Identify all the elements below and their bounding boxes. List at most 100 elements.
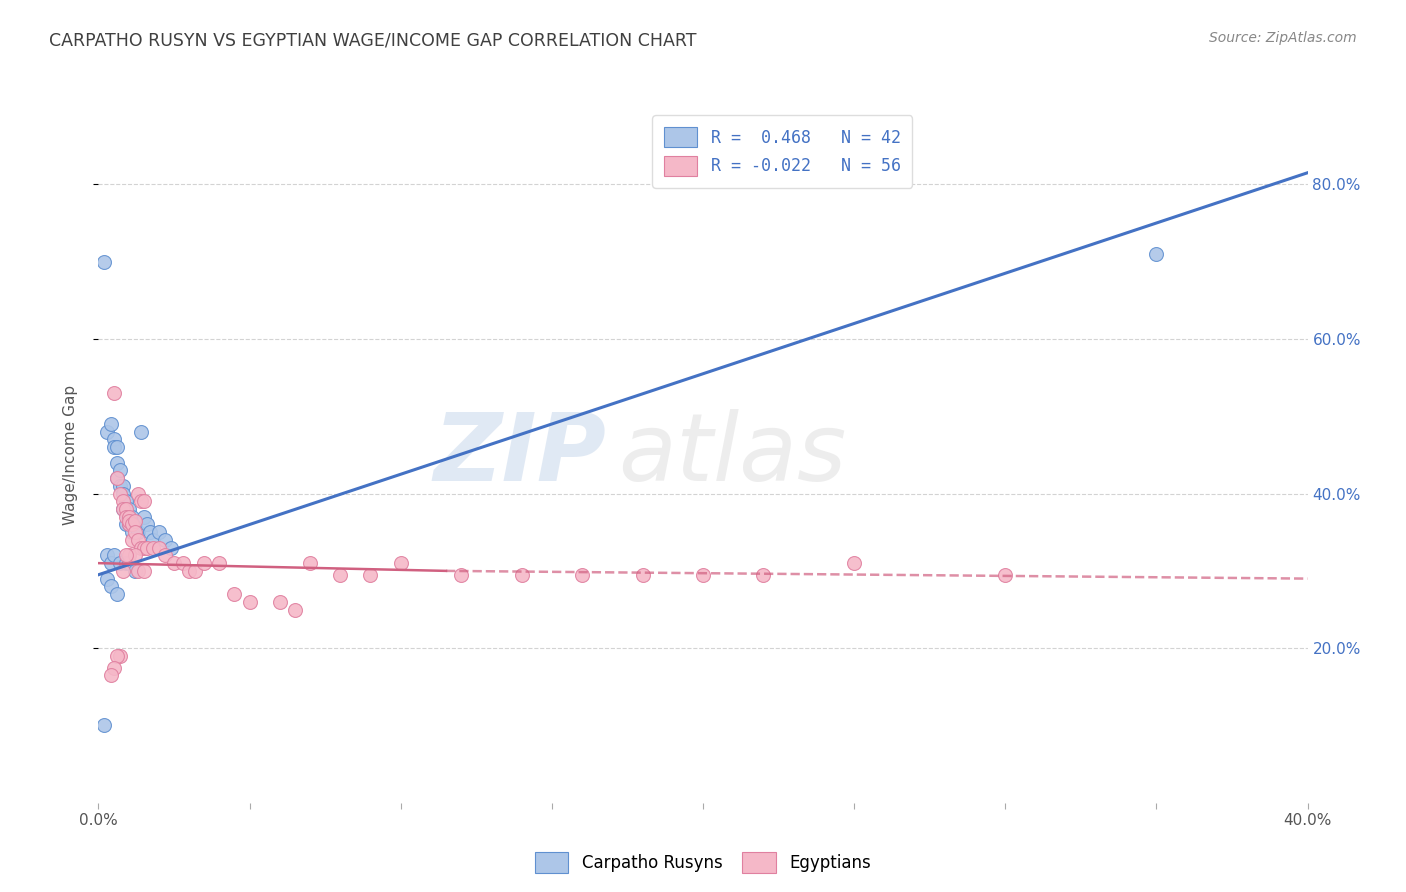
Point [105,456,128,470]
Point [239,595,262,609]
Point [184,564,207,578]
Text: Source: ZipAtlas.com: Source: ZipAtlas.com [1209,31,1357,45]
Point [114,556,136,570]
Point [114,494,136,508]
Point [124,525,146,540]
Point [135,517,157,532]
Point [124,514,146,528]
Legend: R =  0.468   N = 42, R = -0.022   N = 56: R = 0.468 N = 42, R = -0.022 N = 56 [652,115,912,187]
Point [114,509,136,524]
Point [121,525,143,540]
Point [172,556,194,570]
Point [179,564,201,578]
Point [631,567,654,582]
Point [93,254,115,268]
Point [114,506,136,520]
Point [118,556,141,570]
Point [124,549,146,563]
Point [96,549,118,563]
Point [284,602,307,616]
Point [114,517,136,532]
Point [118,517,141,532]
Point [160,541,183,555]
Legend: Carpatho Rusyns, Egyptians: Carpatho Rusyns, Egyptians [529,846,877,880]
Point [93,718,115,732]
Point [108,556,131,570]
Point [96,425,118,439]
Point [105,471,128,485]
Point [108,648,131,663]
Point [108,463,131,477]
Point [139,525,162,540]
Point [105,440,128,454]
Point [510,567,533,582]
Point [142,533,165,547]
Point [111,564,134,578]
Point [148,541,170,555]
Point [100,579,122,593]
Point [118,517,141,532]
Point [111,502,134,516]
Point [129,425,152,439]
Point [100,668,122,682]
Point [224,587,246,601]
Point [127,564,149,578]
Point [114,502,136,516]
Point [132,509,155,524]
Point [103,440,125,454]
Point [994,567,1017,582]
Point [329,567,352,582]
Point [193,556,215,570]
Point [121,533,143,547]
Point [360,567,382,582]
Point [135,541,157,555]
Point [127,486,149,500]
Point [269,595,291,609]
Point [752,567,775,582]
Point [118,549,141,563]
Point [103,549,125,563]
Point [571,567,593,582]
Point [100,417,122,431]
Point [118,502,141,516]
Point [844,556,866,570]
Point [148,525,170,540]
Point [111,502,134,516]
Point [124,564,146,578]
Point [1144,247,1167,261]
Point [96,572,118,586]
Point [121,517,143,532]
Point [129,541,152,555]
Point [111,479,134,493]
Point [142,541,165,555]
Point [132,541,155,555]
Point [103,386,125,401]
Point [208,556,231,570]
Point [103,660,125,674]
Point [105,587,128,601]
Text: CARPATHO RUSYN VS EGYPTIAN WAGE/INCOME GAP CORRELATION CHART: CARPATHO RUSYN VS EGYPTIAN WAGE/INCOME G… [49,31,697,49]
Y-axis label: Wage/Income Gap: Wage/Income Gap [63,384,77,525]
Point [105,471,128,485]
Point [118,509,141,524]
Point [124,517,146,532]
Point [111,494,134,508]
Point [127,525,149,540]
Point [127,533,149,547]
Point [299,556,322,570]
Point [153,533,176,547]
Point [121,509,143,524]
Point [132,564,155,578]
Point [114,549,136,563]
Text: ZIP: ZIP [433,409,606,501]
Point [450,567,472,582]
Point [111,486,134,500]
Point [118,514,141,528]
Point [132,494,155,508]
Point [163,556,186,570]
Point [129,494,152,508]
Point [108,486,131,500]
Point [103,433,125,447]
Point [692,567,714,582]
Point [100,556,122,570]
